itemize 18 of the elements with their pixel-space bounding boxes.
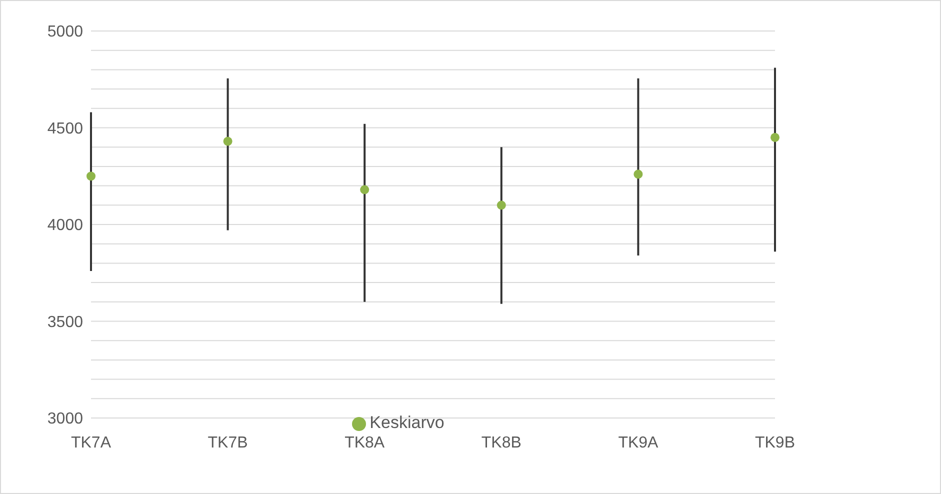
point: [634, 170, 643, 179]
legend-label: Keskiarvo: [370, 413, 444, 432]
y-tick-label: 3500: [47, 314, 84, 331]
x-tick-label: TK8B: [481, 434, 522, 452]
y-tick-label: 5000: [47, 24, 84, 41]
y-tick-label: 4000: [47, 217, 84, 234]
point: [86, 172, 96, 181]
point: [223, 136, 232, 146]
y-tick-label: 4500: [47, 120, 84, 138]
point: [360, 185, 370, 194]
x-tick-label: TK7A: [70, 434, 112, 452]
point: [496, 200, 506, 210]
y-tick-label: 3000: [47, 410, 84, 428]
point: [770, 132, 780, 142]
x-tick-label: TK7B: [208, 434, 248, 452]
x-tick-label: TK8A: [344, 434, 385, 452]
x-tick-label: TK9B: [754, 434, 796, 452]
x-tick-label: TK9A: [618, 434, 659, 452]
